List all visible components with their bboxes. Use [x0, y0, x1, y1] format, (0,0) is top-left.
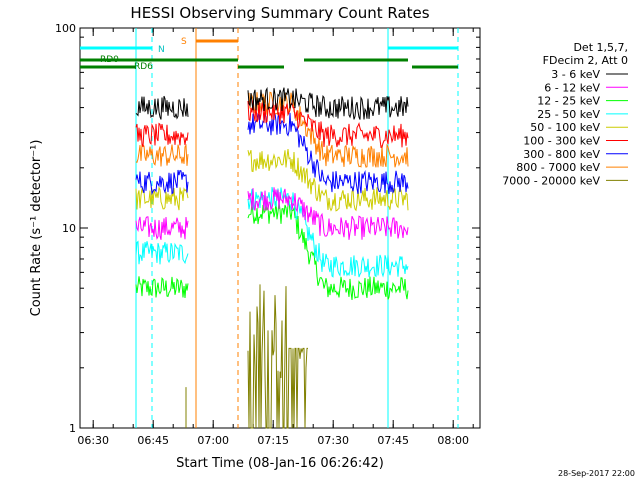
series-line-4 — [135, 185, 189, 211]
legend-label-6: 300 - 800 keV — [523, 148, 600, 161]
series-line-5 — [135, 122, 189, 147]
x-tick-label: 08:00 — [437, 434, 469, 447]
chart-title: HESSI Observing Summary Count Rates — [130, 4, 429, 22]
flag-label-rd0: RD0 — [100, 55, 119, 65]
x-tick-label: 06:30 — [77, 434, 109, 447]
legend-label-2: 12 - 25 keV — [537, 95, 600, 108]
legend-header-1: Det 1,5,7, — [573, 41, 628, 54]
legend-label-8: 7000 - 20000 keV — [502, 174, 600, 187]
series-line-8 — [247, 284, 308, 429]
footer-timestamp: 28-Sep-2017 22:00 — [558, 469, 635, 478]
series-line-3 — [247, 186, 409, 278]
x-tick-label: 06:45 — [137, 434, 169, 447]
legend-label-5: 100 - 300 keV — [523, 135, 600, 148]
y-tick-label: 100 — [55, 22, 76, 35]
flag-label-rd6: RD6 — [134, 62, 153, 72]
flag-label-s: S — [181, 37, 187, 47]
plot-area: 1 10 100 06:30 06:45 07:00 07:15 07:30 07:45 08:0… — [55, 22, 628, 447]
x-axis-label: Start Time (08-Jan-16 06:26:42) — [176, 456, 384, 471]
series-line-7 — [135, 143, 189, 167]
series-line-6 — [247, 112, 409, 194]
series-line-2 — [247, 200, 409, 301]
legend-label-0: 3 - 6 keV — [551, 68, 600, 81]
series-line-6 — [135, 169, 189, 196]
series-line-3 — [135, 240, 189, 265]
x-tick-label: 07:45 — [377, 434, 409, 447]
series-line-0 — [247, 86, 409, 120]
y-tick-label: 1 — [69, 422, 76, 435]
plot-frame — [79, 27, 481, 429]
series-line-4 — [247, 148, 409, 212]
legend-label-7: 800 - 7000 keV — [516, 161, 600, 174]
series-line-2 — [135, 276, 189, 299]
x-tick-label: 07:00 — [197, 434, 229, 447]
y-axis-label: Count Rate (s⁻¹ detector⁻¹) — [29, 140, 44, 317]
legend-label-1: 6 - 12 keV — [544, 81, 600, 94]
legend-label-3: 25 - 50 keV — [537, 108, 600, 121]
series-line-1 — [135, 216, 189, 240]
y-tick-label: 10 — [62, 222, 76, 235]
x-tick-label: 07:15 — [257, 434, 289, 447]
legend-header-2: FDecim 2, Att 0 — [543, 54, 628, 67]
series-line-5 — [247, 100, 409, 149]
flag-label-n: N — [158, 45, 165, 55]
legend-label-4: 50 - 100 keV — [530, 121, 600, 134]
x-tick-label: 07:30 — [317, 434, 349, 447]
series-line-1 — [247, 187, 409, 240]
series-line-0 — [135, 95, 189, 120]
